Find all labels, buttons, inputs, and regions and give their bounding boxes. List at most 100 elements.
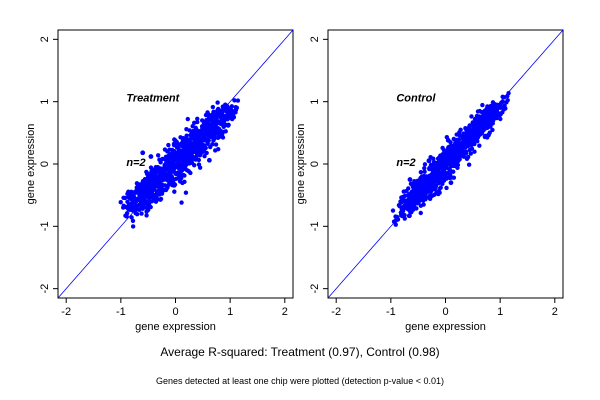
data-point [445,175,450,180]
data-point [434,170,440,175]
data-point [488,116,494,121]
data-point [181,136,187,141]
data-point [195,153,200,158]
n-label: n=2 [126,157,145,169]
data-point [442,166,448,172]
data-point [466,162,472,167]
data-point [166,156,172,161]
y-axis-label: gene expression [295,124,307,205]
n-label: n=2 [396,157,415,169]
outlier-point [206,157,212,163]
data-point [400,194,406,200]
data-point [457,133,463,138]
y-tick-label: 0 [309,161,321,167]
data-point [451,163,456,169]
data-point [433,183,439,189]
data-point [167,165,172,171]
data-point [461,154,467,159]
data-point [208,144,213,150]
data-point [129,215,134,220]
data-point [150,179,155,184]
data-point [213,116,218,121]
data-point [190,123,195,129]
data-point [162,165,167,170]
data-point [470,140,475,146]
data-point [472,116,478,122]
data-point [153,199,159,204]
data-point [429,193,435,198]
data-point [503,106,508,111]
data-point [136,207,142,213]
data-point [403,202,409,208]
data-point [446,160,451,166]
data-point [192,149,197,154]
data-point [416,194,421,199]
data-point [130,224,136,229]
data-point [422,165,427,171]
data-point [199,124,205,129]
data-point [124,214,129,219]
outlier-point [407,177,413,182]
data-point [193,157,198,162]
data-point [411,181,416,186]
data-point [182,165,188,170]
data-point [406,207,411,212]
data-point [220,109,225,114]
data-point [213,112,219,117]
x-tick-label: -2 [331,306,341,318]
data-point [393,222,398,227]
y-tick-label: -2 [309,284,321,294]
data-point [412,200,418,205]
data-point [393,214,398,219]
data-point [177,156,183,162]
data-point [464,156,470,162]
data-point [134,211,140,217]
data-point [220,120,225,125]
data-point [176,176,181,181]
data-point [451,136,456,142]
data-point [204,150,209,156]
data-point [420,198,426,203]
data-point [457,130,462,135]
data-point [444,157,450,162]
x-axis-label: gene expression [405,321,486,333]
data-point [125,199,130,204]
y-tick-label: 2 [39,36,51,42]
data-point [490,100,496,105]
data-point [402,216,407,221]
panel-annotation: Control [396,93,436,105]
data-point [172,151,178,156]
data-point [206,126,211,131]
data-point [140,198,145,203]
data-point [210,133,216,139]
data-point [183,190,189,195]
y-tick-label: 2 [309,36,321,42]
data-point [440,145,445,151]
data-point [449,156,454,161]
data-point [199,143,204,149]
outlier-point [148,154,154,159]
data-point [418,210,423,216]
data-point [202,153,207,159]
x-tick-label: -1 [386,306,396,318]
data-point [390,208,396,213]
data-point [453,147,458,152]
x-tick-label: 1 [497,306,503,318]
data-point [463,149,469,155]
y-tick-label: -2 [39,284,51,294]
data-point [181,172,186,178]
data-point [461,137,466,142]
outlier-point [203,137,208,143]
data-point [161,171,166,177]
data-point [171,158,176,164]
data-point [226,122,231,128]
data-point [158,196,164,202]
data-point [207,114,212,119]
data-point [135,184,141,190]
data-point [428,175,433,181]
data-point [118,200,123,205]
data-point [400,210,405,215]
data-point [149,194,154,199]
data-point [216,126,222,132]
data-point [407,213,412,219]
